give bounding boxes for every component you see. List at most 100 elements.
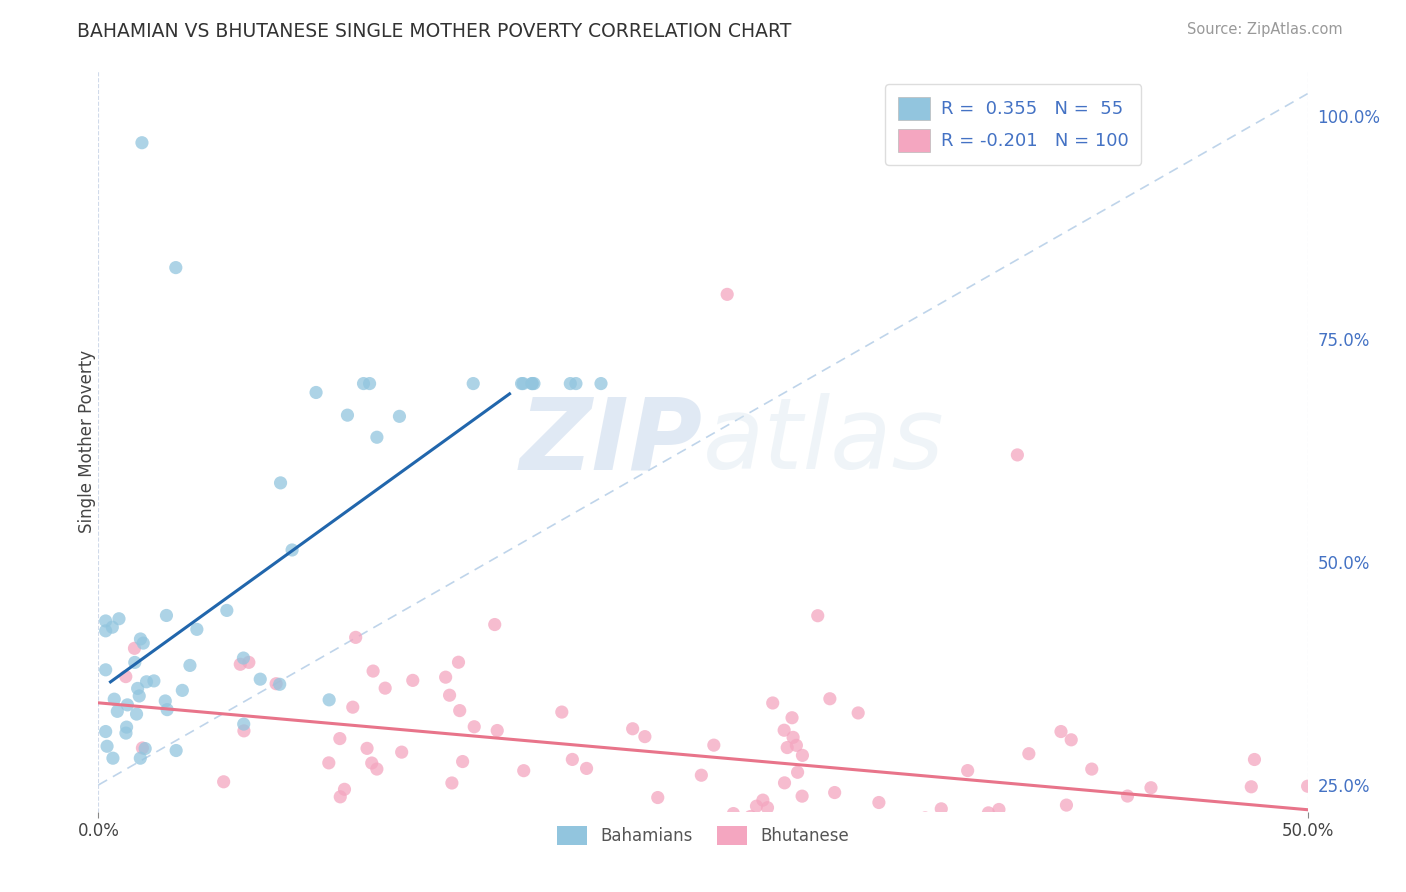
Point — [716, 287, 738, 301]
Point — [1288, 856, 1310, 871]
Point — [94, 624, 117, 638]
Point — [1261, 826, 1284, 840]
Point — [817, 836, 839, 850]
Point — [117, 698, 139, 712]
Point — [1007, 448, 1029, 462]
Point — [1334, 747, 1357, 761]
Text: atlas: atlas — [703, 393, 945, 490]
Point — [172, 683, 194, 698]
Point — [1157, 832, 1180, 847]
Point — [787, 867, 810, 881]
Point — [359, 376, 381, 391]
Point — [1240, 780, 1263, 794]
Point — [449, 704, 471, 718]
Point — [634, 730, 657, 744]
Point — [1054, 798, 1077, 813]
Point — [1323, 761, 1346, 775]
Point — [361, 664, 384, 678]
Point — [124, 641, 146, 656]
Point — [318, 756, 340, 770]
Point — [790, 789, 813, 804]
Point — [115, 726, 138, 740]
Point — [551, 705, 574, 719]
Point — [125, 707, 148, 722]
Point — [215, 603, 238, 617]
Point — [723, 806, 745, 821]
Point — [1188, 837, 1211, 851]
Point — [366, 762, 388, 776]
Point — [749, 814, 772, 828]
Point — [101, 620, 124, 634]
Point — [131, 136, 153, 150]
Point — [134, 741, 156, 756]
Point — [786, 765, 808, 780]
Point — [763, 819, 786, 833]
Point — [114, 670, 136, 684]
Point — [212, 774, 235, 789]
Point — [124, 656, 146, 670]
Point — [752, 793, 775, 807]
Text: Source: ZipAtlas.com: Source: ZipAtlas.com — [1187, 22, 1343, 37]
Point — [561, 752, 583, 766]
Point — [1063, 867, 1085, 881]
Point — [155, 608, 177, 623]
Point — [824, 786, 846, 800]
Point — [523, 376, 546, 391]
Point — [305, 385, 328, 400]
Point — [868, 796, 890, 810]
Point — [463, 720, 485, 734]
Point — [839, 867, 862, 881]
Point — [344, 631, 367, 645]
Point — [249, 672, 271, 686]
Point — [232, 723, 254, 738]
Point — [155, 694, 177, 708]
Point — [165, 743, 187, 757]
Point — [1296, 779, 1319, 793]
Point — [132, 636, 155, 650]
Point — [782, 731, 804, 745]
Point — [94, 663, 117, 677]
Point — [792, 748, 814, 763]
Point — [987, 802, 1010, 816]
Point — [665, 867, 688, 881]
Point — [520, 376, 543, 391]
Point — [589, 376, 612, 391]
Point — [129, 751, 152, 765]
Point — [115, 720, 138, 734]
Point — [1081, 762, 1104, 776]
Point — [1018, 747, 1040, 761]
Text: BAHAMIAN VS BHUTANESE SINGLE MOTHER POVERTY CORRELATION CHART: BAHAMIAN VS BHUTANESE SINGLE MOTHER POVE… — [77, 22, 792, 41]
Point — [463, 376, 485, 391]
Point — [179, 658, 201, 673]
Point — [1129, 836, 1152, 850]
Point — [1243, 752, 1265, 766]
Point — [1116, 789, 1139, 803]
Y-axis label: Single Mother Poverty: Single Mother Poverty — [79, 350, 96, 533]
Point — [128, 689, 150, 703]
Point — [512, 376, 534, 391]
Legend: Bahamians, Bhutanese: Bahamians, Bhutanese — [550, 819, 856, 852]
Point — [565, 376, 588, 391]
Point — [402, 673, 425, 688]
Point — [621, 722, 644, 736]
Point — [1263, 841, 1285, 855]
Point — [135, 674, 157, 689]
Point — [846, 706, 869, 720]
Point — [360, 756, 382, 770]
Point — [1060, 732, 1083, 747]
Point — [673, 858, 696, 872]
Point — [127, 681, 149, 696]
Point — [1136, 843, 1159, 857]
Point — [852, 825, 875, 839]
Point — [1140, 780, 1163, 795]
Point — [773, 776, 796, 790]
Point — [329, 789, 352, 804]
Point — [846, 821, 869, 835]
Point — [186, 623, 208, 637]
Point — [484, 617, 506, 632]
Point — [1049, 841, 1071, 855]
Point — [329, 731, 352, 746]
Point — [977, 805, 1000, 820]
Point — [103, 692, 125, 706]
Point — [142, 673, 165, 688]
